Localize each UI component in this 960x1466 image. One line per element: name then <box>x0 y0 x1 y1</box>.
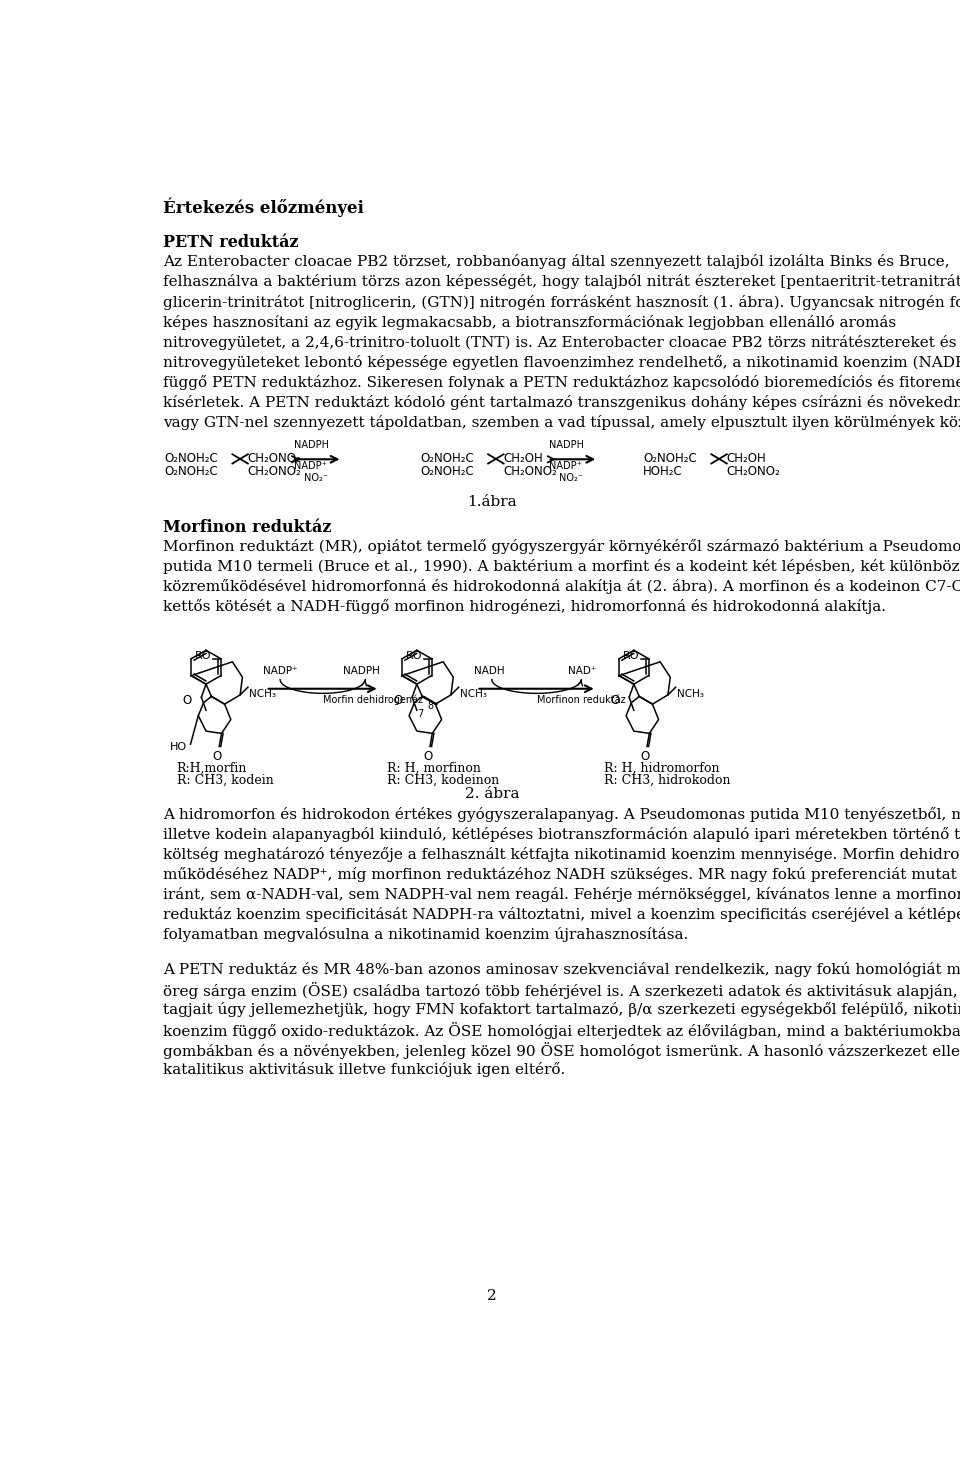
Text: NCH₃: NCH₃ <box>677 689 705 699</box>
Text: O₂NOH₂C: O₂NOH₂C <box>164 453 218 465</box>
Text: HOH₂C: HOH₂C <box>643 465 683 478</box>
Text: képes hasznosítani az egyik legmakacsabb, a biotranszformációnak legjobban ellen: képes hasznosítani az egyik legmakacsabb… <box>162 315 896 330</box>
Text: Értekezés előzményei: Értekezés előzményei <box>162 198 364 217</box>
Text: CH₂OH: CH₂OH <box>727 453 767 465</box>
Text: NADH: NADH <box>474 666 505 676</box>
Text: folyamatban megvalósulna a nikotinamid koenzim újrahasznosítása.: folyamatban megvalósulna a nikotinamid k… <box>162 927 688 941</box>
Text: RO: RO <box>195 651 211 661</box>
Text: NADP⁺: NADP⁺ <box>263 666 298 676</box>
Text: O: O <box>640 751 649 764</box>
Text: R: CH3, hidrokodon: R: CH3, hidrokodon <box>605 774 731 786</box>
Text: gombákban és a növényekben, jelenleg közel 90 ÖSE homológot ismerünk. A hasonló : gombákban és a növényekben, jelenleg köz… <box>162 1042 960 1058</box>
Text: O₂NOH₂C: O₂NOH₂C <box>643 453 697 465</box>
Text: költség meghatározó tényezője a felhasznált kétfajta nikotinamid koenzim mennyis: költség meghatározó tényezője a felhaszn… <box>162 846 960 862</box>
Text: HO: HO <box>170 742 186 752</box>
Text: PETN reduktáz: PETN reduktáz <box>162 235 299 252</box>
Text: 8: 8 <box>427 701 433 711</box>
Text: NADPH: NADPH <box>549 440 585 450</box>
Text: koenzim függő oxido-reduktázok. Az ÖSE homológjai elterjedtek az élővilágban, mi: koenzim függő oxido-reduktázok. Az ÖSE h… <box>162 1022 960 1039</box>
Text: katalitikus aktivitásuk illetve funkciójuk igen eltérő.: katalitikus aktivitásuk illetve funkciój… <box>162 1063 564 1078</box>
Text: Morfinon reduktázt (MR), opiátot termelő gyógyszergyár környékéről származó bakt: Morfinon reduktázt (MR), opiátot termelő… <box>162 539 960 554</box>
Text: Morfin dehidrogenáz: Morfin dehidrogenáz <box>323 695 422 705</box>
Text: O₂NOH₂C: O₂NOH₂C <box>420 465 473 478</box>
Text: CH₂ONO₂: CH₂ONO₂ <box>504 465 558 478</box>
Text: 2: 2 <box>487 1289 497 1303</box>
Text: nitrovegyületet, a 2,4,6-trinitro-toluolt (TNT) is. Az Enterobacter cloacae PB2 : nitrovegyületet, a 2,4,6-trinitro-toluol… <box>162 334 960 349</box>
Text: 2. ábra: 2. ábra <box>465 787 519 800</box>
Text: Morfinon reduktáz: Morfinon reduktáz <box>537 695 625 705</box>
Text: glicerin-trinitrátot [nitroglicerin, (GTN)] nitrogén forrásként hasznosít (1. áb: glicerin-trinitrátot [nitroglicerin, (GT… <box>162 295 960 309</box>
Text: CH₂ONO₂: CH₂ONO₂ <box>248 465 301 478</box>
Text: 7: 7 <box>417 710 423 720</box>
Text: NCH₃: NCH₃ <box>460 689 488 699</box>
Text: közreműködésével hidromorfonná és hidrokodonná alakítja át (2. ábra). A morfinon: közreműködésével hidromorfonná és hidrok… <box>162 579 960 594</box>
Text: Morfinon reduktáz: Morfinon reduktáz <box>162 519 331 537</box>
Text: R:H,morfin: R:H,morfin <box>177 762 247 776</box>
Text: O₂NOH₂C: O₂NOH₂C <box>420 453 473 465</box>
Text: függő PETN reduktázhoz. Sikeresen folynak a PETN reduktázhoz kapcsolódó bioremed: függő PETN reduktázhoz. Sikeresen folyna… <box>162 375 960 390</box>
Text: NO₂⁻: NO₂⁻ <box>560 474 584 484</box>
Text: felhasználva a baktérium törzs azon képességét, hogy talajból nitrát észtereket : felhasználva a baktérium törzs azon képe… <box>162 274 960 289</box>
Text: reduktáz koenzim specificitását NADPH-ra változtatni, mivel a koenzim specificit: reduktáz koenzim specificitását NADPH-ra… <box>162 906 960 922</box>
Text: R: CH3, kodein: R: CH3, kodein <box>177 774 274 786</box>
Text: kísérletek. A PETN reduktázt kódoló gént tartalmazó transzgenikus dohány képes c: kísérletek. A PETN reduktázt kódoló gént… <box>162 394 960 409</box>
Text: NAD⁺: NAD⁺ <box>568 666 596 676</box>
Text: vagy GTN-nel szennyezett tápoldatban, szemben a vad típussal, amely elpusztult i: vagy GTN-nel szennyezett tápoldatban, sz… <box>162 415 960 430</box>
Text: O: O <box>182 693 192 707</box>
Text: illetve kodein alapanyagból kiinduló, kétlépéses biotranszformáción alapuló ipar: illetve kodein alapanyagból kiinduló, ké… <box>162 827 960 841</box>
Text: nitrovegyületeket lebontó képessége egyetlen flavoenzimhez rendelhető, a nikotin: nitrovegyületeket lebontó képessége egye… <box>162 355 960 369</box>
Text: NADP⁺: NADP⁺ <box>294 460 326 471</box>
Text: A PETN reduktáz és MR 48%-ban azonos aminosav szekvenciával rendelkezik, nagy fo: A PETN reduktáz és MR 48%-ban azonos ami… <box>162 962 960 978</box>
Text: CH₂OH: CH₂OH <box>504 453 543 465</box>
Text: CH₂ONO₂: CH₂ONO₂ <box>727 465 780 478</box>
Text: putida M10 termeli (Bruce et al., 1990). A baktérium a morfint és a kodeint két : putida M10 termeli (Bruce et al., 1990).… <box>162 560 960 575</box>
Text: NCH₃: NCH₃ <box>250 689 276 699</box>
Text: NADP⁺: NADP⁺ <box>549 460 582 471</box>
Text: öreg sárga enzim (ÖSE) családba tartozó több fehérjével is. A szerkezeti adatok : öreg sárga enzim (ÖSE) családba tartozó … <box>162 982 960 1000</box>
Text: NADPH: NADPH <box>294 440 328 450</box>
Text: iránt, sem α-NADH-val, sem NADPH-val nem reagál. Fehérje mérnökséggel, kívánatos: iránt, sem α-NADH-val, sem NADPH-val nem… <box>162 887 960 902</box>
Text: RO: RO <box>623 651 639 661</box>
Text: R: CH3, kodeinon: R: CH3, kodeinon <box>388 774 499 786</box>
Text: R: H, hidromorfon: R: H, hidromorfon <box>605 762 720 776</box>
Text: Az Enterobacter cloacae PB2 törzset, robbanóanyag által szennyezett talajból izo: Az Enterobacter cloacae PB2 törzset, rob… <box>162 255 949 270</box>
Text: NADPH: NADPH <box>343 666 379 676</box>
Text: O: O <box>212 751 222 764</box>
Text: RO: RO <box>406 651 422 661</box>
Text: O: O <box>394 693 403 707</box>
Text: R: H, morfinon: R: H, morfinon <box>388 762 481 776</box>
Text: tagjait úgy jellemezhetjük, hogy FMN kofaktort tartalmazó, β/α szerkezeti egység: tagjait úgy jellemezhetjük, hogy FMN kof… <box>162 1003 960 1017</box>
Text: O₂NOH₂C: O₂NOH₂C <box>164 465 218 478</box>
Text: 1.ábra: 1.ábra <box>468 494 516 509</box>
Text: működéséhez NADP⁺, míg morfinon reduktázéhoz NADH szükséges. MR nagy fokú prefer: működéséhez NADP⁺, míg morfinon reduktáz… <box>162 866 960 881</box>
Text: NO₂⁻: NO₂⁻ <box>303 474 327 484</box>
Text: A hidromorfon és hidrokodon értékes gyógyszeralapanyag. A Pseudomonas putida M10: A hidromorfon és hidrokodon értékes gyóg… <box>162 806 960 821</box>
Text: CH₂ONO₂: CH₂ONO₂ <box>248 453 301 465</box>
Text: O: O <box>423 751 432 764</box>
Text: O: O <box>611 693 620 707</box>
Text: kettős kötését a NADH-függő morfinon hidrogénezi, hidromorfonná és hidrokodonná : kettős kötését a NADH-függő morfinon hid… <box>162 600 886 614</box>
